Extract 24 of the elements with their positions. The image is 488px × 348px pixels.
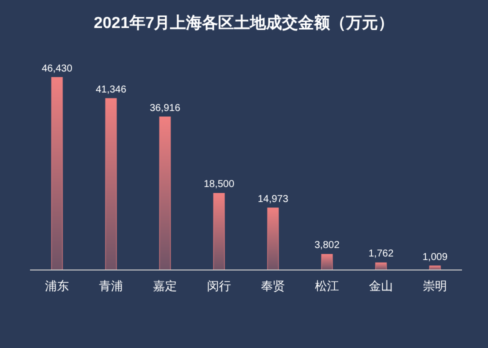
x-tick-label: 奉贤 (261, 279, 285, 293)
bar (321, 254, 333, 270)
chart-title: 2021年7月上海各区土地成交金额（万元） (94, 13, 394, 32)
data-label: 36,916 (150, 102, 181, 114)
bar (213, 192, 225, 270)
x-tick-label: 松江 (315, 279, 339, 293)
x-tick-label: 崇明 (423, 279, 447, 293)
bar (105, 98, 117, 270)
data-label: 14,973 (258, 194, 289, 205)
data-label: 1,009 (422, 252, 448, 263)
bar (375, 262, 387, 270)
data-label: 18,500 (204, 179, 235, 190)
x-tick-label: 浦东 (45, 279, 69, 293)
x-tick-label: 闵行 (207, 279, 231, 293)
x-tick-label: 金山 (369, 279, 393, 293)
x-tick-label: 嘉定 (153, 279, 177, 293)
data-label: 46,430 (42, 63, 73, 74)
bar (51, 77, 63, 270)
bar (267, 208, 279, 270)
bar (159, 116, 171, 270)
x-tick-label: 青浦 (99, 279, 123, 293)
data-label: 1,762 (368, 248, 394, 260)
data-label: 3,802 (314, 240, 340, 252)
data-label: 41,346 (96, 84, 127, 96)
